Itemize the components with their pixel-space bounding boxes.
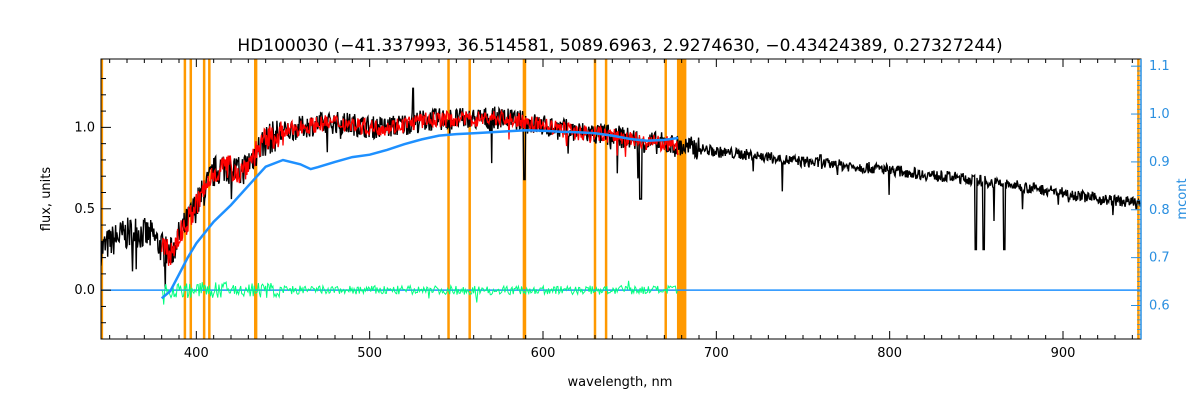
x-tick-label: 900 xyxy=(1051,346,1076,361)
x-tick-label: 400 xyxy=(184,346,209,361)
y2-tick-label: 0.8 xyxy=(1149,203,1170,218)
y2-tick-label: 0.6 xyxy=(1149,298,1170,313)
y2-tick-label: 0.7 xyxy=(1149,251,1170,266)
right-axis-label: mcont xyxy=(1175,178,1190,219)
plot-area xyxy=(101,87,1141,305)
y-axis-label: flux, units xyxy=(39,167,54,232)
x-tick-label: 800 xyxy=(877,346,902,361)
x-tick-label: 600 xyxy=(531,346,556,361)
y2-tick-label: 1.0 xyxy=(1149,107,1170,122)
y-tick-label: 0.0 xyxy=(74,283,95,298)
y2-tick-label: 0.9 xyxy=(1149,155,1170,170)
chart-title: HD100030 (−41.337993, 36.514581, 5089.69… xyxy=(237,36,1002,56)
x-axis-label: wavelength, nm xyxy=(568,375,673,390)
series-model xyxy=(161,109,679,266)
x-tick-label: 500 xyxy=(357,346,382,361)
mask-lines xyxy=(101,59,1140,339)
y-tick-label: 1.0 xyxy=(74,120,95,135)
y2-tick-label: 1.1 xyxy=(1149,59,1170,74)
y-tick-label: 0.5 xyxy=(74,202,95,217)
x-tick-label: 700 xyxy=(704,346,729,361)
axes: 400 500 600 700 800 900 0.0 0.5 1.0 0.6 0.7 0.8 0.9 1… xyxy=(74,59,1170,361)
series-continuum xyxy=(160,129,679,300)
series-residual xyxy=(161,280,678,305)
